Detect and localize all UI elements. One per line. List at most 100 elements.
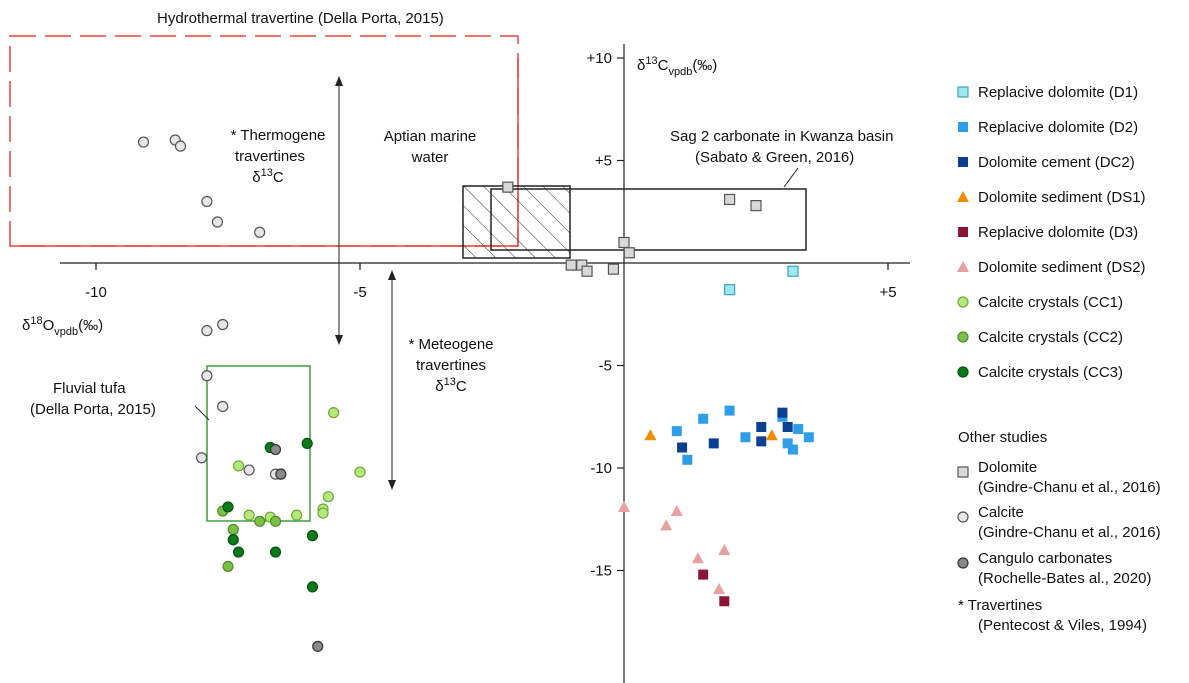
series-cangulo-carbonates-rochelle-bates-al-2020	[269, 443, 324, 652]
data-point-dolomite-sediment-ds2	[713, 582, 726, 594]
legend-travertines-1: * Travertines	[958, 597, 1042, 614]
data-point-dolomite-sediment-ds2	[691, 552, 704, 564]
sag-2-carbonate-box	[490, 188, 807, 251]
x-tick-label: +5	[879, 284, 896, 301]
legend-label-d2: Replacive dolomite (D2)	[978, 119, 1138, 136]
meteogene-label-3: δ13C	[435, 376, 467, 395]
data-point-dolomite-cement-dc2	[677, 442, 688, 453]
data-point-calcite-crystals-cc2	[269, 515, 282, 527]
axes-layer: -10 -5 +5 +10 +5 -5 -10 -15	[60, 44, 910, 683]
legend-label-dc2: Dolomite cement (DC2)	[978, 154, 1135, 171]
legend-other-calcite-2: (Gindre-Chanu et al., 2016)	[978, 524, 1161, 541]
legend-other-studies-title: Other studies	[958, 429, 1047, 446]
data-point-dolomite-cement-dc2	[708, 438, 719, 449]
legend: Replacive dolomite (D1) Replacive dolomi…	[957, 84, 1161, 634]
legend-other-cangulo-1: Cangulo carbonates	[978, 550, 1112, 567]
data-point-calcite-gindre-chanu-et-al-2016	[254, 226, 266, 238]
x-tick-label: -5	[353, 284, 366, 301]
legend-marker-dolomite-sediment-ds2	[957, 261, 969, 272]
meteogene-label-1: * Meteogene	[408, 336, 493, 353]
data-point-dolomite-cement-dc2	[756, 436, 767, 447]
data-point-cangulo-carbonates-rochelle-bates-al-2020	[275, 468, 287, 480]
legend-label-cc1: Calcite crystals (CC1)	[978, 294, 1123, 311]
data-point-dolomite-gindre-chanu-et-al-2016	[750, 200, 762, 212]
thermogene-arrow-head-top	[335, 76, 343, 86]
data-point-calcite-crystals-cc1	[354, 466, 366, 478]
data-point-replacive-dolomite-d2	[671, 426, 682, 437]
data-point-calcite-crystals-cc3	[222, 501, 234, 513]
thermogene-label-1: * Thermogene	[231, 127, 326, 144]
legend-marker-calcite-crystals-cc1	[957, 296, 969, 308]
data-point-calcite-crystals-cc1	[291, 509, 303, 521]
series-dolomite-gindre-chanu-et-al-2016	[502, 181, 762, 277]
data-point-replacive-dolomite-d2	[793, 424, 804, 435]
legend-marker-replacive-dolomite-d2	[958, 122, 968, 132]
meteogene-arrow-head-bottom	[388, 480, 396, 490]
fluvial-label-1: Fluvial tufa	[53, 380, 126, 397]
thermogene-label-2: travertines	[235, 148, 305, 165]
meteogene-arrow-head-top	[388, 270, 396, 280]
legend-marker-dolomite-gindre-chanu-et-al-2016	[957, 466, 969, 478]
legend-label-d1: Replacive dolomite (D1)	[978, 84, 1138, 101]
y-tick-label: +5	[595, 153, 612, 170]
legend-marker-dolomite-cement-dc2	[958, 157, 968, 167]
data-point-replacive-dolomite-d2	[724, 405, 735, 416]
data-point-calcite-gindre-chanu-et-al-2016	[243, 464, 255, 476]
data-point-calcite-crystals-cc3	[232, 546, 245, 558]
regions-layer	[9, 35, 807, 522]
data-point-calcite-crystals-cc2	[254, 515, 266, 527]
series-dolomite-cement-dc2	[677, 407, 793, 453]
data-point-calcite-gindre-chanu-et-al-2016	[217, 400, 229, 413]
data-point-dolomite-sediment-ds1	[765, 429, 778, 441]
data-point-calcite-gindre-chanu-et-al-2016	[196, 452, 208, 464]
data-point-dolomite-gindre-chanu-et-al-2016	[581, 265, 593, 277]
data-point-calcite-gindre-chanu-et-al-2016	[217, 318, 229, 331]
data-point-calcite-gindre-chanu-et-al-2016	[201, 325, 213, 337]
legend-other-dolomite-2: (Gindre-Chanu et al., 2016)	[978, 479, 1161, 496]
legend-marker-cangulo-carbonates-rochelle-bates-al-2020	[957, 557, 969, 569]
data-point-dolomite-gindre-chanu-et-al-2016	[623, 247, 635, 259]
legend-marker-calcite-gindre-chanu-et-al-2016	[957, 511, 969, 523]
data-point-calcite-crystals-cc1	[243, 509, 255, 521]
thermogene-label-3: δ13C	[252, 167, 284, 186]
legend-marker-calcite-crystals-cc2	[957, 331, 969, 343]
data-point-dolomite-sediment-ds2	[718, 544, 731, 555]
sag-label-1: Sag 2 carbonate in Kwanza basin	[670, 128, 893, 145]
series-calcite-crystals-cc3	[222, 437, 319, 593]
axis-ticks: -10 -5 +5 +10 +5 -5 -10 -15	[85, 50, 896, 580]
data-point-replacive-dolomite-d1	[787, 265, 799, 277]
aptian-label-1: Aptian marine	[384, 128, 477, 145]
series-calcite-gindre-chanu-et-al-2016	[137, 134, 282, 480]
sag-2-leader-line	[783, 167, 799, 188]
sag-label-2: (Sabato & Green, 2016)	[695, 149, 854, 166]
legend-markers	[957, 86, 969, 569]
data-point-cangulo-carbonates-rochelle-bates-al-2020	[269, 443, 282, 456]
data-point-calcite-crystals-cc3	[306, 530, 319, 542]
data-point-calcite-gindre-chanu-et-al-2016	[211, 216, 224, 228]
data-point-replacive-dolomite-d2	[740, 432, 751, 443]
series-replacive-dolomite-d1	[723, 265, 799, 296]
legend-marker-replacive-dolomite-d3	[958, 227, 968, 237]
data-point-calcite-crystals-cc3	[306, 581, 319, 593]
y-tick-label: -15	[590, 563, 612, 580]
data-point-replacive-dolomite-d3	[698, 569, 709, 580]
data-point-replacive-dolomite-d2	[782, 438, 793, 449]
legend-label-ds1: Dolomite sediment (DS1)	[978, 189, 1146, 206]
legend-other-dolomite-1: Dolomite	[978, 459, 1037, 476]
data-point-calcite-gindre-chanu-et-al-2016	[174, 140, 187, 152]
annotations-layer: Hydrothermal travertine (Della Porta, 20…	[30, 10, 893, 490]
y-tick-label: -5	[599, 358, 612, 375]
data-point-dolomite-gindre-chanu-et-al-2016	[618, 236, 630, 249]
legend-label-cc2: Calcite crystals (CC2)	[978, 329, 1123, 346]
fluvial-label-2: (Della Porta, 2015)	[30, 401, 156, 418]
fluvial-tufa-leader-line	[194, 405, 210, 421]
data-point-calcite-crystals-cc3	[227, 534, 239, 546]
data-point-replacive-dolomite-d1	[723, 284, 736, 296]
data-point-calcite-crystals-cc2	[227, 523, 239, 536]
data-point-replacive-dolomite-d2	[803, 432, 814, 443]
data-point-replacive-dolomite-d2	[682, 454, 693, 465]
data-point-calcite-crystals-cc3	[269, 546, 282, 558]
data-point-calcite-crystals-cc1	[322, 491, 334, 503]
series-calcite-crystals-cc2	[217, 505, 282, 573]
